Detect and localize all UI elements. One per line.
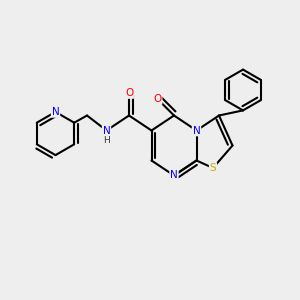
Text: O: O (153, 94, 162, 104)
Text: N: N (52, 107, 59, 117)
Text: S: S (210, 163, 216, 173)
Text: O: O (125, 88, 133, 98)
Text: H: H (103, 136, 110, 146)
Text: N: N (170, 170, 178, 181)
Text: N: N (103, 125, 110, 136)
Text: N: N (193, 125, 200, 136)
